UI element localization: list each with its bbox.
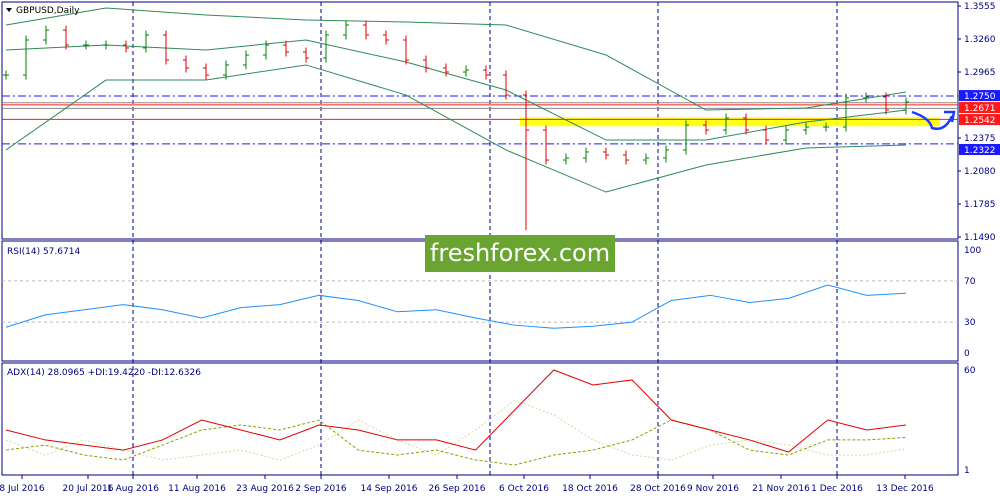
adx-panel xyxy=(1,362,959,476)
date-tick-label: 11 Aug 2016 xyxy=(168,484,226,494)
level-label: 1.2542 xyxy=(964,116,996,126)
price-tick-label: 1.2080 xyxy=(964,167,996,177)
level-label: 1.2322 xyxy=(964,146,996,156)
plus-di-line xyxy=(5,419,907,466)
rsi-tick-label: 0 xyxy=(964,349,970,359)
level-label-bg xyxy=(959,144,1000,155)
hand-drawn-arrow xyxy=(911,110,956,130)
level-label-bg xyxy=(959,102,1000,114)
date-tick-label: 28 Oct 2016 xyxy=(630,484,686,494)
level-label-bg xyxy=(959,90,1000,102)
level-label: 1.2671 xyxy=(964,104,996,114)
adx-tick-label: 60 xyxy=(964,366,976,376)
date-tick-label: 23 Aug 2016 xyxy=(236,484,294,494)
date-tick-label: 21 Nov 2016 xyxy=(752,484,810,494)
rsi-line xyxy=(5,284,907,329)
bollinger-upper xyxy=(5,7,907,111)
price-tick-label: 1.3555 xyxy=(964,2,996,12)
date-tick-label: 20 Jul 2016 xyxy=(63,484,114,494)
support-zone xyxy=(520,117,940,127)
level-label: 1.2750 xyxy=(964,92,996,102)
bollinger-middle xyxy=(5,39,907,141)
date-tick-label: 13 Dec 2016 xyxy=(876,484,934,494)
date-tick-label: 14 Sep 2016 xyxy=(360,484,417,494)
date-tick-label: 9 Nov 2016 xyxy=(687,484,739,494)
bollinger-lower xyxy=(5,64,907,193)
date-tick-label: 1 Dec 2016 xyxy=(811,484,863,494)
adx-line xyxy=(5,369,907,453)
price-tick-label: 1.2375 xyxy=(964,134,996,144)
price-tick-label: 1.3260 xyxy=(964,35,996,45)
adx-label: ADX(14) 28.0965 +DI:19.4220 -DI:12.6326 xyxy=(7,368,201,378)
adx-tick-label: 1 xyxy=(964,466,970,476)
rsi-label: RSI(14) 57.6714 xyxy=(7,247,80,257)
date-tick-label: 8 Jul 2016 xyxy=(0,484,45,494)
minus-di-line xyxy=(5,399,907,461)
date-tick-label: 26 Sep 2016 xyxy=(428,484,485,494)
chart-title: GBPUSD,Daily xyxy=(16,6,80,16)
price-tick-label: 1.2965 xyxy=(964,68,996,78)
price-tick-label: 1.1490 xyxy=(964,233,996,243)
date-tick-label: 6 Oct 2016 xyxy=(499,484,549,494)
level-label-bg xyxy=(959,114,1000,126)
price-tick-label: 1.1785 xyxy=(964,200,996,210)
date-tick-label: 18 Oct 2016 xyxy=(562,484,618,494)
watermark: freshforex.com xyxy=(425,235,615,272)
rsi-tick-label: 70 xyxy=(964,277,976,287)
rsi-tick-label: 100 xyxy=(964,246,981,256)
date-tick-label: 2 Sep 2016 xyxy=(295,484,347,494)
date-tick-label: 1 Aug 2016 xyxy=(107,484,159,494)
dropdown-icon xyxy=(6,8,12,12)
rsi-tick-label: 30 xyxy=(964,318,976,328)
